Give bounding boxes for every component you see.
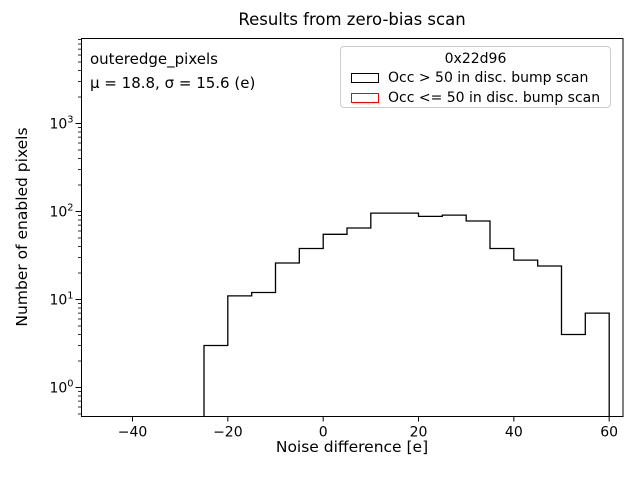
x-tick-label: −20: [213, 425, 243, 441]
legend-entry: Occ > 50 in disc. bump scan: [341, 68, 610, 88]
x-tick-label: 40: [505, 425, 523, 441]
annotation-stats: μ = 18.8, σ = 15.6 (e): [90, 74, 256, 92]
y-tick-label: 100: [49, 378, 73, 396]
y-tick-label: 101: [49, 290, 73, 308]
legend-swatch-occ-gt-50: [351, 73, 379, 83]
legend-entry-label: Occ <= 50 in disc. bump scan: [388, 90, 601, 106]
legend-entry-label: Occ > 50 in disc. bump scan: [388, 70, 589, 86]
x-tick-label: 60: [600, 425, 618, 441]
y-tick-label: 102: [49, 203, 73, 221]
plot-frame: [81, 38, 624, 417]
legend: 0x22d96 Occ > 50 in disc. bump scan Occ …: [340, 46, 611, 108]
legend-entry: Occ <= 50 in disc. bump scan: [341, 88, 610, 108]
x-axis-label: Noise difference [e]: [275, 438, 429, 456]
y-axis-label: Number of enabled pixels: [13, 127, 31, 327]
x-tick-label: 0: [319, 425, 328, 441]
chart-title: Results from zero-bias scan: [238, 10, 466, 29]
x-tick-label: −40: [118, 425, 148, 441]
y-tick-label: 103: [49, 115, 73, 133]
legend-swatch-occ-le-50: [351, 93, 379, 103]
histogram-series-0: [203, 212, 610, 417]
legend-title: 0x22d96: [444, 51, 507, 67]
x-tick-label: 20: [410, 425, 428, 441]
annotation-dataset-name: outeredge_pixels: [90, 50, 218, 68]
